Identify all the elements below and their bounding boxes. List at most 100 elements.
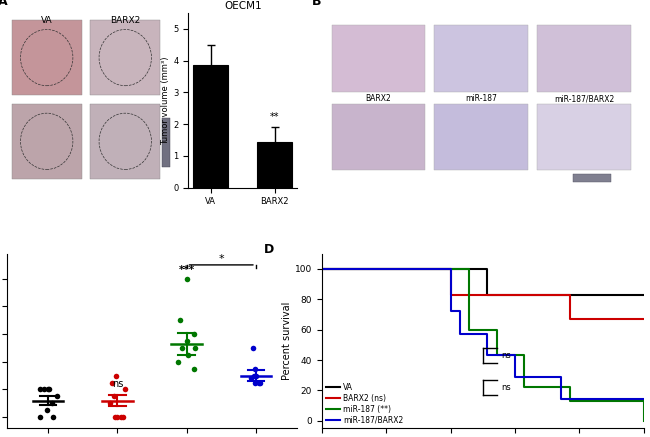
Point — [51, 393, 62, 400]
miR-187 (**) — [318, 267, 326, 272]
miR-187 (**) — [520, 385, 528, 390]
Point — [42, 407, 52, 414]
Line: miR-187/BARX2: miR-187/BARX2 — [322, 269, 644, 399]
Point — [177, 344, 187, 351]
Point — [115, 414, 125, 421]
Text: miR-187/BARX2: miR-187/BARX2 — [554, 94, 614, 103]
Text: B: B — [312, 0, 322, 8]
Ellipse shape — [99, 113, 151, 170]
Point — [189, 365, 200, 372]
Text: ***: *** — [179, 264, 194, 274]
Bar — [12, 104, 82, 179]
Ellipse shape — [20, 113, 73, 170]
Text: BARX2: BARX2 — [110, 16, 140, 25]
VA — [566, 292, 574, 298]
Point — [183, 351, 194, 358]
Text: BARX2: BARX2 — [365, 94, 391, 103]
miR-187 (**) — [465, 327, 473, 332]
Point — [182, 275, 192, 282]
miR-187 (**) — [566, 399, 574, 404]
Point — [110, 414, 120, 421]
Point — [182, 337, 192, 344]
BARX2 (ns) — [318, 267, 326, 272]
Point — [254, 379, 264, 386]
BARX2 (ns) — [640, 316, 647, 322]
Bar — [332, 104, 425, 170]
Point — [104, 400, 114, 407]
Bar — [90, 20, 160, 95]
BARX2 (ns) — [456, 292, 463, 298]
Text: ns: ns — [501, 351, 511, 360]
VA — [447, 267, 454, 272]
Y-axis label: Percent survival: Percent survival — [282, 302, 293, 380]
Point — [43, 386, 53, 393]
Point — [248, 372, 259, 379]
VA — [511, 292, 519, 298]
Text: D: D — [264, 243, 274, 257]
Point — [48, 414, 58, 421]
Text: A: A — [0, 0, 7, 8]
Point — [120, 386, 130, 393]
Bar — [162, 118, 170, 166]
Point — [118, 414, 128, 421]
Point — [255, 379, 266, 386]
miR-187/BARX2 — [511, 374, 519, 379]
VA — [484, 292, 491, 298]
Point — [111, 372, 122, 379]
Text: ns: ns — [112, 379, 123, 389]
Line: VA: VA — [322, 269, 644, 295]
Point — [250, 372, 261, 379]
miR-187/BARX2 — [575, 397, 583, 402]
BARX2 (ns) — [566, 316, 574, 322]
Bar — [434, 25, 528, 92]
Point — [175, 317, 185, 324]
Ellipse shape — [99, 29, 151, 86]
Bar — [90, 104, 160, 179]
Point — [173, 358, 183, 365]
VA — [640, 292, 647, 298]
miR-187/BARX2 — [640, 397, 647, 402]
Point — [245, 375, 255, 382]
Y-axis label: Tumor volume (mm³): Tumor volume (mm³) — [161, 56, 170, 145]
Legend: VA, BARX2 (ns), miR-187 (**), miR-187/BARX2: VA, BARX2 (ns), miR-187 (**), miR-187/BA… — [326, 383, 404, 424]
miR-187/BARX2 — [456, 332, 463, 337]
Point — [39, 386, 49, 393]
Bar — [538, 25, 630, 92]
Bar — [434, 104, 528, 170]
BARX2 (ns) — [557, 292, 565, 298]
Bar — [257, 142, 292, 187]
BARX2 (ns) — [447, 292, 454, 298]
miR-187 (**) — [640, 418, 647, 423]
Point — [107, 379, 118, 386]
miR-187/BARX2 — [484, 353, 491, 358]
Bar — [573, 174, 612, 182]
Point — [250, 365, 261, 372]
Bar — [332, 25, 425, 92]
Bar — [538, 104, 630, 170]
Title: OECM1: OECM1 — [224, 1, 262, 11]
VA — [318, 267, 326, 272]
miR-187 (**) — [493, 353, 500, 358]
Text: ns: ns — [501, 383, 511, 392]
Point — [190, 344, 200, 351]
Text: VA: VA — [41, 16, 53, 25]
Point — [35, 414, 46, 421]
Point — [248, 344, 259, 351]
Point — [47, 400, 57, 407]
miR-187 (**) — [447, 267, 454, 272]
Point — [109, 393, 119, 400]
miR-187/BARX2 — [318, 267, 326, 272]
Text: miR-187: miR-187 — [465, 94, 497, 103]
miR-187/BARX2 — [557, 397, 565, 402]
Text: *: * — [218, 254, 224, 264]
Point — [112, 414, 123, 421]
Text: **: ** — [270, 111, 280, 121]
Bar — [193, 66, 228, 187]
Bar — [12, 20, 82, 95]
Line: miR-187 (**): miR-187 (**) — [322, 269, 644, 421]
Point — [44, 386, 54, 393]
Point — [250, 379, 261, 386]
Line: BARX2 (ns): BARX2 (ns) — [322, 269, 644, 319]
Ellipse shape — [20, 29, 73, 86]
Point — [188, 331, 199, 338]
